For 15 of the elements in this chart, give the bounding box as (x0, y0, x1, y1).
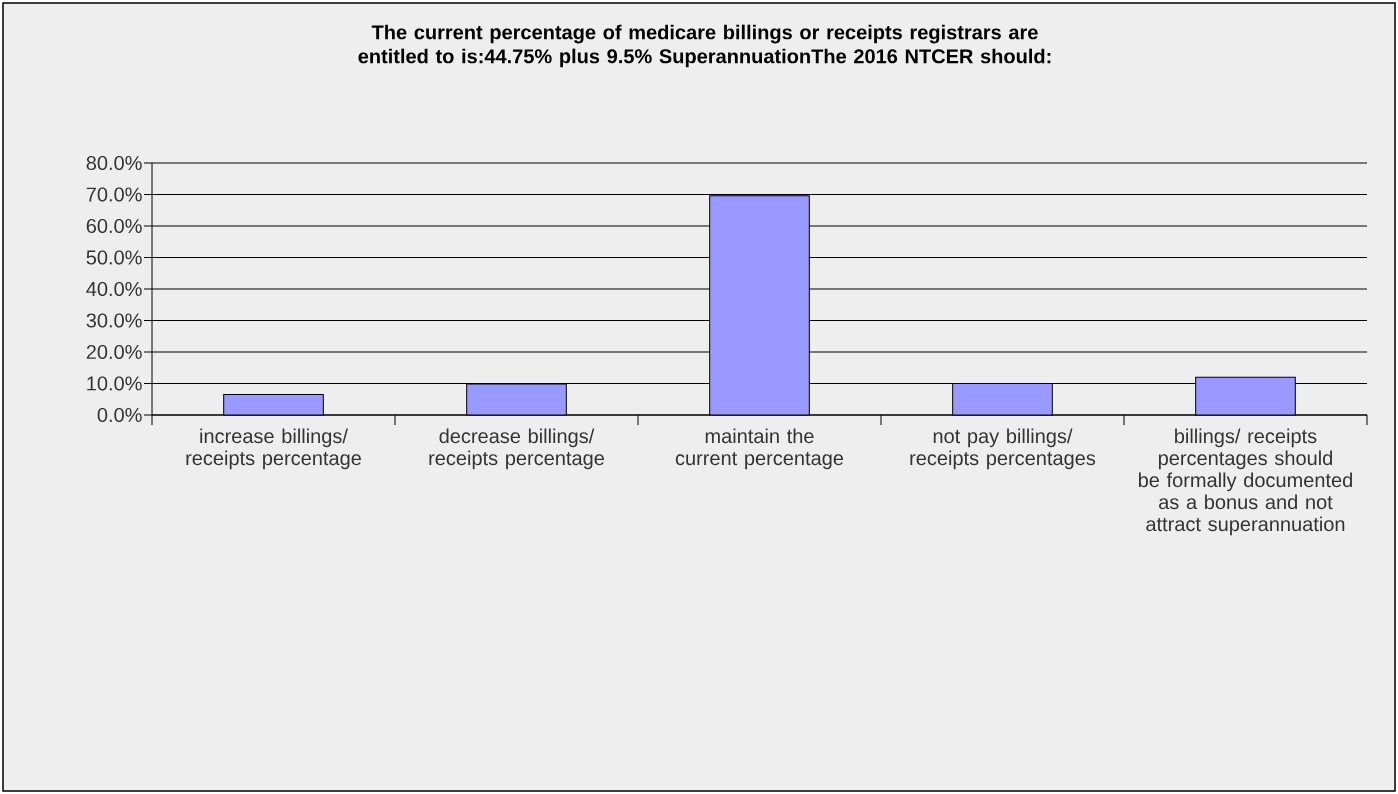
x-tick-label: increase billings/ receipts percentage (186, 428, 361, 470)
y-tick-label: 0.0% (97, 407, 142, 423)
y-tick-label: 80.0% (86, 155, 142, 171)
y-tick-label: 20.0% (86, 344, 142, 360)
x-tick-label: maintain the current percentage (675, 428, 844, 470)
x-tick-label: billings/ receipts percentages should be formally documented as a bonus and not attract superannuation (1138, 428, 1352, 536)
x-tick-label: decrease billings/ receipts percentage (429, 428, 604, 470)
y-tick-label: 30.0% (86, 313, 142, 328)
y-tick-label: 60.0% (86, 218, 142, 234)
y-tick-label: 10.0% (87, 376, 142, 391)
y-tick-label: 50.0% (86, 250, 142, 265)
y-tick-label: 40.0% (86, 281, 142, 297)
y-tick-label: 70.0% (86, 187, 142, 202)
x-tick-label: not pay billings/ receipts percentages (910, 428, 1096, 470)
chart-title: The current percentage of medicare billings or receipts registrars are entitled to is:44.75% plus 9.5% SuperannuationThe 2016 NTCER should: (358, 24, 1051, 68)
